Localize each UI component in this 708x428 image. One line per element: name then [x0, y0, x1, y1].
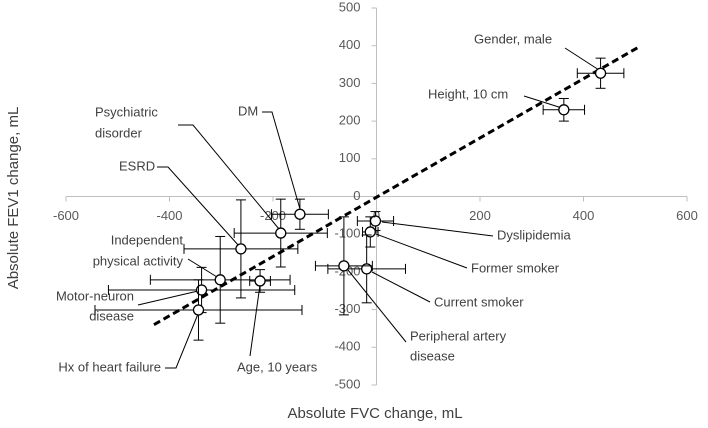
- y-axis-title: Absolute FEV1 change, mL: [5, 107, 22, 290]
- x-tick-label: -600: [53, 208, 79, 223]
- trend-line: [153, 46, 639, 326]
- point: [235, 243, 247, 255]
- leader-line: [262, 111, 301, 210]
- leader-line: [137, 290, 199, 306]
- point-label: disorder: [95, 125, 143, 140]
- leader-line: [371, 271, 431, 303]
- point-label: disease: [89, 308, 134, 323]
- point-label: physical activity: [93, 253, 184, 268]
- point-label: Independent: [111, 232, 184, 247]
- x-tick-label: 0: [373, 208, 380, 223]
- point-label: Peripheral artery: [410, 328, 507, 343]
- y-tick-label: 300: [339, 75, 361, 90]
- point: [214, 274, 226, 286]
- point-label: Hx of heart failure: [58, 359, 161, 374]
- leader-line: [165, 313, 199, 369]
- y-tick-label: 500: [339, 0, 361, 14]
- point-label: Psychiatric: [95, 104, 158, 119]
- y-tick-label: 200: [339, 113, 361, 128]
- leader-line: [381, 221, 494, 237]
- point-label: ESRD: [119, 158, 155, 173]
- y-tick-label: -500: [334, 376, 360, 391]
- x-tick-label: 600: [676, 208, 698, 223]
- y-tick-label: -400: [334, 339, 360, 354]
- leader-line: [249, 284, 261, 357]
- point: [294, 208, 306, 220]
- leader-line: [375, 233, 468, 269]
- point: [364, 226, 376, 238]
- y-tick-label: 100: [339, 150, 361, 165]
- leader-line: [187, 258, 218, 278]
- point-label: Height, 10 cm: [428, 86, 508, 101]
- leader-line: [157, 166, 240, 247]
- point: [195, 284, 208, 296]
- leader-line: [564, 47, 600, 71]
- point: [192, 304, 205, 316]
- point: [594, 67, 607, 79]
- point-label: Age, 10 years: [237, 359, 318, 374]
- x-tick-label: -400: [156, 208, 182, 223]
- point-label: Former smoker: [471, 260, 560, 275]
- x-tick-label: -200: [260, 208, 286, 223]
- x-tick-label: 400: [573, 208, 595, 223]
- point: [254, 275, 266, 287]
- point-label: DM: [238, 103, 258, 118]
- y-tick-label: -300: [334, 301, 360, 316]
- point: [338, 260, 350, 272]
- point: [369, 215, 382, 227]
- x-tick-label: 200: [469, 208, 491, 223]
- leader-line: [347, 269, 407, 343]
- point: [275, 227, 287, 239]
- point: [558, 104, 570, 116]
- leader-line: [523, 95, 563, 109]
- point: [361, 263, 373, 275]
- x-axis-title: Absolute FVC change, mL: [287, 405, 462, 422]
- point-label: Current smoker: [434, 294, 524, 309]
- y-tick-label: -100: [334, 226, 360, 241]
- point-label: Dyslipidemia: [497, 227, 571, 242]
- y-tick-label: 400: [339, 37, 361, 52]
- point-label: Motor-neuron: [56, 288, 134, 303]
- point-label: Gender, male: [474, 31, 552, 46]
- y-tick-label: 0: [353, 188, 360, 203]
- leader-line: [178, 124, 280, 230]
- point-label: disease: [410, 348, 455, 363]
